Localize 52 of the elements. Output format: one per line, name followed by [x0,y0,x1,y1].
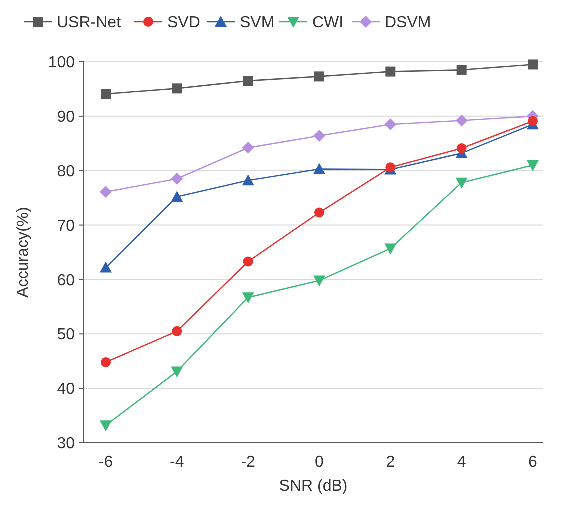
point [528,60,538,70]
point [314,276,326,287]
x-tick-label: -4 [170,454,184,471]
y-tick-label: 40 [57,381,76,398]
x-tick-label: 6 [528,454,538,471]
point [171,190,184,202]
x-tick-label: -6 [98,454,114,471]
point [384,244,397,255]
y-axis-title: Accuracy(%) [15,207,32,298]
x-tick-label: 0 [315,454,324,471]
legend-label: DSVM [385,14,432,32]
y-tick-label: 30 [57,436,76,453]
legend-label: SVD [168,14,200,32]
legend-label: SVM [240,14,275,32]
point [101,89,111,100]
point [527,160,539,172]
point [242,142,254,154]
y-tick-label: 60 [57,272,76,290]
point [243,256,254,267]
point [528,116,538,126]
y-tick-label: 50 [57,326,76,344]
y-tick-label: 70 [57,218,76,235]
point [100,262,112,273]
point [314,163,326,174]
legend-label: CWI [312,14,344,32]
point [456,114,468,127]
x-axis-title: SNR (dB) [279,478,348,495]
point [242,292,254,304]
x-tick-label: 2 [386,454,396,471]
point [172,326,182,336]
point [101,357,111,368]
point [456,65,467,76]
point [242,174,254,186]
point [100,186,112,198]
x-tick-label: 4 [457,454,466,471]
y-tick-label: 100 [48,54,76,72]
point [314,72,324,82]
point [386,66,396,77]
point [100,420,112,432]
point [456,178,468,189]
point [172,84,182,94]
point [171,173,184,186]
point [314,208,324,218]
point [243,76,254,86]
legend-label: USR-Net [57,14,122,32]
y-tick-label: 80 [57,163,76,180]
point [456,144,467,154]
point [171,366,184,378]
x-tick-label: -2 [241,454,256,471]
y-tick-label: 90 [57,109,76,126]
point [314,130,326,142]
point [384,118,397,131]
